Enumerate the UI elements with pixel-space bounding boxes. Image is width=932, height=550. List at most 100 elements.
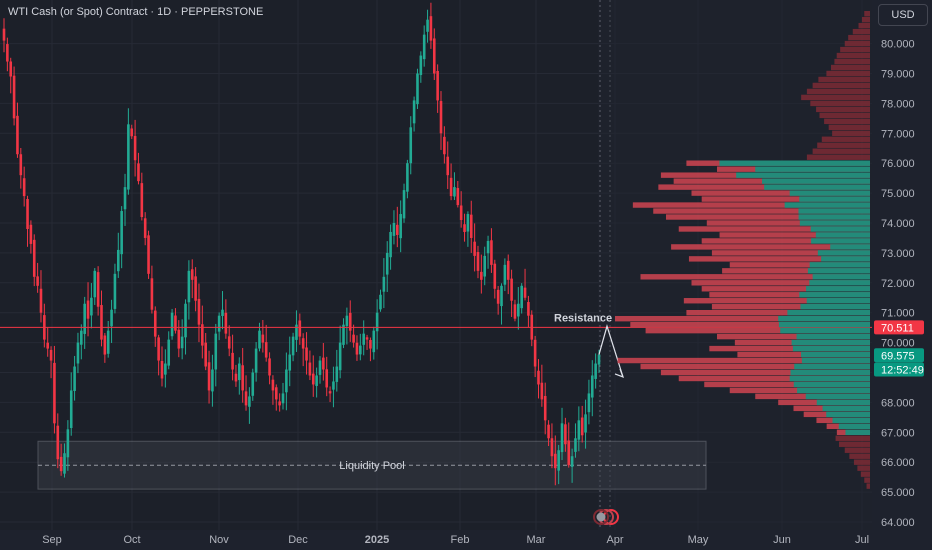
price-badge [874,362,924,377]
candle-body [432,38,436,74]
volume-profile-bar-outside [812,148,870,154]
price-tick-label: 65.000 [881,487,915,499]
replay-dot [596,512,606,522]
candle-body [281,393,285,404]
price-tick-label: 76.000 [881,158,915,170]
volume-profile-bar-up [790,369,870,376]
volume-profile-bar-down [630,321,870,328]
volume-profile-bar-down [709,345,870,352]
price-tick-label: 68.000 [881,397,915,409]
candle-body [227,336,231,349]
candle-body [22,178,26,197]
candle-body [537,370,540,385]
price-tick-label: 71.000 [881,308,915,320]
candle-body [153,310,157,337]
candle-body [76,342,80,364]
volume-profile-bar-down [653,208,870,214]
candle-body [564,424,567,445]
candle-body [412,100,416,124]
volume-profile-bar-up [799,196,870,202]
volume-profile-bar-up [806,298,870,304]
volume-profile-bar-down [691,280,870,286]
time-tick-label: May [688,534,709,546]
time-axis[interactable]: Sep Oct Nov Dec 2025 Feb Mar Apr May Jun Jul [0,530,872,550]
candle-body [298,320,302,337]
volume-profile-bar-up [778,315,870,322]
volume-profile-bar-down [711,304,870,310]
candle-body [443,136,446,155]
candle-body [143,218,147,238]
time-tick-label: Oct [123,534,140,546]
candle-body [197,298,201,325]
volume-profile-bar-down [660,369,870,376]
candle-body [456,188,460,206]
volume-profile-bar-down [704,381,870,388]
price-tick-label: 72.000 [881,278,915,290]
candle-body [110,309,113,327]
volume-profile-bar-up [789,190,870,196]
volume-profile-bar-down [717,333,870,340]
volume-profile-bar-outside [844,40,870,47]
candle-body [187,270,191,303]
candle-body [288,354,292,371]
volume-profile-bar-up [787,310,870,316]
liquidity-pool-zone: Liquidity Pool [37,440,707,490]
price-axis[interactable]: 64.00065.00066.00067.00068.00069.00070.0… [872,0,932,550]
volume-profile-bar-up [817,250,870,256]
candle-body [429,16,433,41]
candle-body [375,312,379,332]
candle-body [49,349,53,361]
candle-body [194,276,197,301]
candle-body [137,163,140,182]
volume-profile-bar-down [645,327,870,334]
volume-profile-bar-up [792,345,870,352]
volume-profile-bar-outside [806,88,870,95]
volume-profile-bar-down [678,375,870,382]
volume-profile-bar-down [706,220,870,226]
candle-body [513,304,517,319]
candle-body [369,339,372,349]
candle-body [510,278,513,301]
candle-body [174,315,177,331]
currency-button[interactable]: USD [878,4,928,26]
candle-body [234,373,238,382]
liquidity-pool-label: Liquidity Pool [339,460,404,472]
volume-profile-bar-outside [819,112,870,119]
candle-body [439,101,443,134]
candle-body [26,198,29,229]
candle-body [190,269,194,280]
candle-body [416,73,419,105]
candle-body [590,375,594,398]
candle-body [80,330,83,345]
candle-body [385,252,389,275]
price-badge-text: 69.575 [881,350,915,362]
time-axis-background [0,530,872,550]
candle-body [258,330,261,349]
price-tick-label: 75.000 [881,188,915,200]
volume-profile-bar-up [789,375,870,382]
volume-profile-bar-up [719,160,870,166]
candle-body [66,429,70,458]
price-badge [874,320,924,335]
replay-icon[interactable] [593,509,619,525]
candle-body [217,315,221,332]
candle-body [459,205,463,221]
candle-body [180,336,184,349]
volume-profile-bar-up [838,423,870,430]
candle-body [332,381,335,390]
volume-profile-bar-outside [806,154,870,160]
candle-body [560,423,564,453]
volume-profile-bar-down [691,190,870,196]
volume-profile-bar-outside [812,82,870,89]
candle-body [348,312,352,331]
candle-body [557,450,560,471]
time-tick-label: Jun [773,534,791,546]
price-badge-text: 12:52:49 [881,365,924,377]
candle-body [244,391,248,406]
candle-body [285,369,288,393]
candle-body [133,135,137,161]
price-tick-label: 64.000 [881,517,915,529]
candle-body [392,223,396,236]
volume-profile-bar-down [640,274,870,280]
